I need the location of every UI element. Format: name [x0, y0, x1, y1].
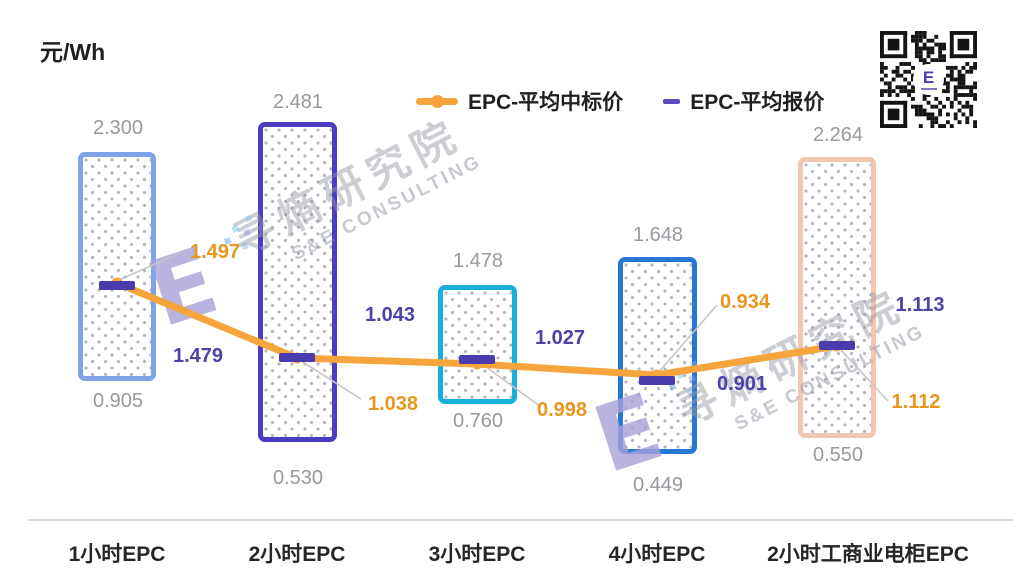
category-label-2h: 2小时EPC — [248, 543, 346, 566]
avg-quote-label: 0.901 — [716, 373, 768, 395]
range-bar-2h-commercial — [798, 157, 876, 438]
y-axis-unit-label: 元/Wh — [40, 39, 106, 65]
avg-quote-label: 1.479 — [172, 345, 224, 367]
leader-line — [657, 304, 718, 374]
range-bar-1h — [78, 152, 156, 381]
leader-line — [297, 358, 362, 400]
avg-bid-label: 0.998 — [536, 399, 588, 421]
min-value-label: 0.760 — [452, 410, 504, 432]
x-axis-line — [28, 519, 1013, 521]
qr-center-logo-icon: E — [913, 64, 944, 95]
min-value-label: 0.449 — [632, 474, 684, 496]
range-bar-3h — [438, 285, 517, 404]
line-marker-icon — [416, 94, 458, 108]
avg-bid-label: 1.038 — [367, 393, 419, 415]
avg-bid-label: 1.112 — [891, 391, 941, 413]
avg-bid-label: 0.934 — [719, 291, 771, 313]
category-label-3h: 3小时EPC — [428, 543, 526, 566]
avg-quote-label: 1.043 — [364, 304, 416, 326]
leader-line — [116, 252, 181, 282]
min-value-label: 0.530 — [272, 467, 324, 489]
dot-icon — [431, 94, 444, 108]
legend-label-avg-bid: EPC-平均中标价 — [468, 91, 624, 114]
avg-quote-dash-1h — [99, 281, 135, 290]
max-value-label: 1.478 — [452, 250, 504, 272]
legend-label-avg-quote: EPC-平均报价 — [690, 91, 825, 114]
range-bar-2h — [258, 122, 337, 442]
avg-quote-label: 1.113 — [895, 294, 945, 316]
range-bar-4h — [618, 257, 697, 454]
avg-quote-label: 1.027 — [534, 327, 586, 349]
avg-bid-label: 1.497 — [189, 241, 241, 263]
qr-pattern-icon — [880, 31, 977, 128]
max-value-label: 2.300 — [92, 117, 144, 139]
min-value-label: 0.905 — [92, 390, 144, 412]
category-label-1h: 1小时EPC — [68, 543, 166, 566]
avg-quote-dash-2h-commercial — [819, 341, 855, 350]
legend-item-avg-bid: EPC-平均中标价 — [416, 86, 623, 116]
avg-quote-dash-3h — [459, 355, 495, 364]
category-label-2h-commercial: 2小时工商业电柜EPC — [767, 543, 969, 566]
max-value-label: 2.481 — [272, 91, 324, 113]
qr-code: E — [880, 31, 977, 128]
dash-marker-icon — [663, 98, 681, 104]
avg-quote-dash-4h — [639, 376, 675, 385]
legend: EPC-平均中标价 EPC-平均报价 — [416, 86, 824, 116]
max-value-label: 2.264 — [812, 124, 864, 146]
avg-quote-dash-2h — [279, 353, 315, 362]
min-value-label: 0.550 — [812, 444, 864, 466]
leader-line — [477, 360, 542, 408]
category-label-4h: 4小时EPC — [608, 543, 706, 566]
max-value-label: 1.648 — [632, 224, 684, 246]
legend-item-avg-quote: EPC-平均报价 — [663, 86, 824, 116]
leader-line — [839, 348, 889, 402]
